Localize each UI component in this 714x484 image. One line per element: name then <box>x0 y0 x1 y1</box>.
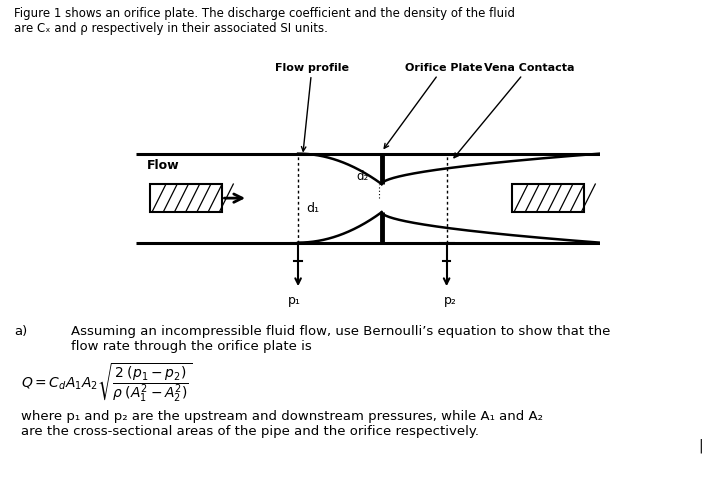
Text: d₂: d₂ <box>356 169 368 182</box>
Text: Vena Contacta: Vena Contacta <box>454 63 574 158</box>
Text: Orifice Plate: Orifice Plate <box>384 63 483 149</box>
Text: d₁: d₁ <box>306 201 319 214</box>
Text: Flow: Flow <box>147 159 180 172</box>
Text: |: | <box>699 438 703 453</box>
Text: p₁: p₁ <box>288 293 301 306</box>
Text: Assuming an incompressible fluid flow, use Bernoulli’s equation to show that the: Assuming an incompressible fluid flow, u… <box>71 324 610 337</box>
Text: p₂: p₂ <box>444 293 457 306</box>
Text: where p₁ and p₂ are the upstream and downstream pressures, while A₁ and A₂: where p₁ and p₂ are the upstream and dow… <box>21 409 543 422</box>
Text: $Q = C_d A_1 A_2 \sqrt{\dfrac{2\;(p_1 - p_2)}{\rho\;(A_1^2 - A_2^2)}}$: $Q = C_d A_1 A_2 \sqrt{\dfrac{2\;(p_1 - … <box>21 361 193 403</box>
Text: Figure 1 shows an orifice plate. The discharge coefficient and the density of th: Figure 1 shows an orifice plate. The dis… <box>14 7 516 20</box>
Text: are the cross-sectional areas of the pipe and the orifice respectively.: are the cross-sectional areas of the pip… <box>21 424 479 438</box>
Text: flow rate through the orifice plate is: flow rate through the orifice plate is <box>71 340 312 353</box>
Text: are Cₓ and ρ respectively in their associated SI units.: are Cₓ and ρ respectively in their assoc… <box>14 22 328 35</box>
Text: a): a) <box>14 324 28 337</box>
Text: Flow profile: Flow profile <box>275 63 349 152</box>
